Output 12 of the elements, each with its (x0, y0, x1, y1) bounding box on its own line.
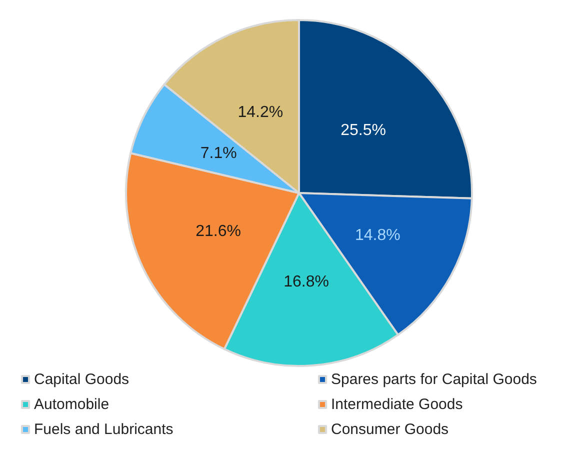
data-label: 14.2% (238, 104, 284, 121)
legend-label: Intermediate Goods (331, 396, 463, 413)
legend-label: Fuels and Lubricants (34, 421, 174, 438)
data-label: 7.1% (200, 145, 237, 162)
data-label: 25.5% (340, 122, 386, 140)
data-label: 16.8% (284, 274, 329, 291)
legend-label: Automobile (34, 396, 110, 413)
legend-label: Spares parts for Capital Goods (331, 371, 537, 388)
legend-label: Capital Goods (34, 371, 130, 388)
legend-label: Consumer Goods (331, 421, 449, 438)
data-label: 21.6% (196, 223, 241, 240)
data-label: 14.8% (355, 227, 400, 244)
